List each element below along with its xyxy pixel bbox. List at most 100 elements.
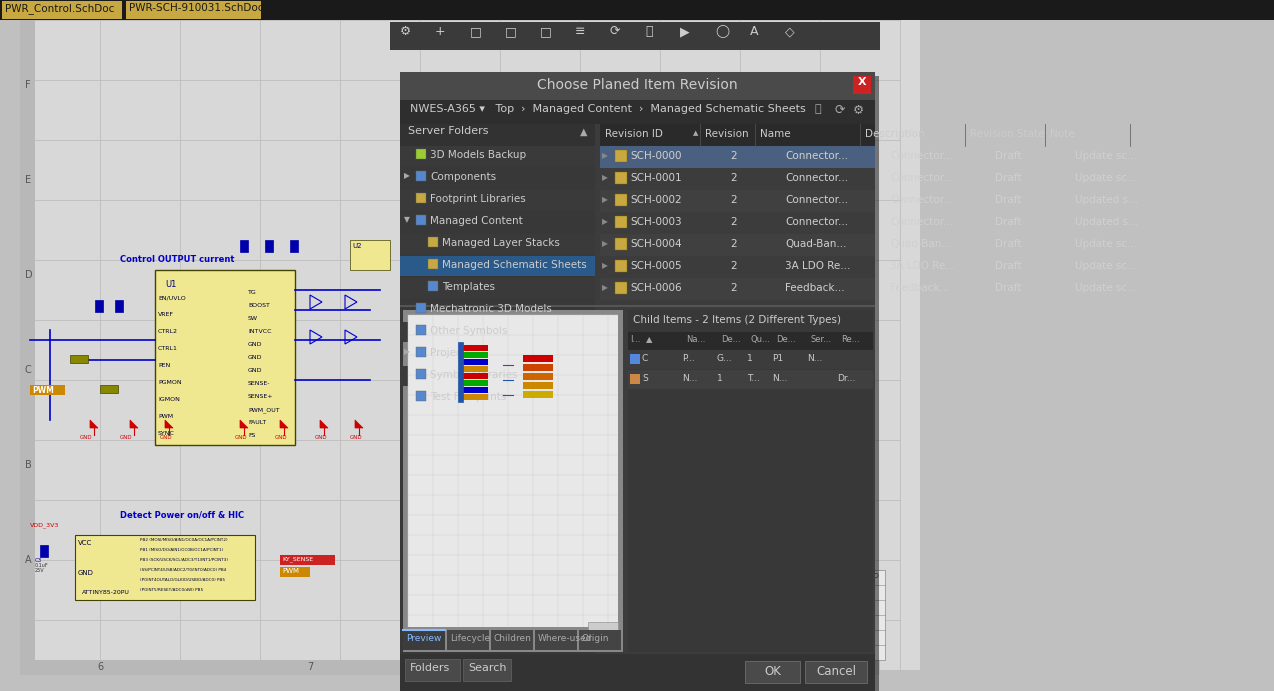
Text: Dr...: Dr... [837, 374, 855, 383]
Text: PB1 (MISO/DO/AIN1/OC0B/OC1A/PCINT1): PB1 (MISO/DO/AIN1/OC0B/OC1A/PCINT1) [140, 548, 223, 552]
Text: Draft: Draft [995, 173, 1022, 183]
Text: GND: GND [248, 368, 262, 373]
Text: 1: 1 [717, 374, 722, 383]
Bar [628, 370, 873, 389]
Text: ▼: ▼ [404, 215, 410, 224]
Text: Revision State: Revision State [970, 129, 1045, 139]
Bar [400, 654, 875, 691]
Bar [600, 146, 875, 168]
Text: De...: De... [776, 335, 796, 344]
Text: GND: GND [275, 435, 288, 440]
Text: I...: I... [631, 335, 641, 344]
Bar [400, 100, 875, 124]
Text: B: B [25, 460, 32, 470]
Bar [400, 322, 595, 342]
Bar [524, 391, 553, 398]
Text: SYNC: SYNC [158, 431, 175, 436]
Text: C: C [642, 354, 648, 363]
Text: VCC: VCC [78, 540, 92, 546]
Text: ▶: ▶ [603, 261, 608, 270]
Text: PGMON: PGMON [158, 380, 182, 385]
Text: PWM: PWM [282, 568, 299, 574]
Text: Draft: Draft [995, 261, 1022, 271]
Bar [403, 630, 445, 650]
Text: N...: N... [806, 354, 823, 363]
Bar [600, 212, 875, 234]
Polygon shape [320, 420, 327, 428]
Text: Revision ID: Revision ID [605, 129, 662, 139]
Text: PWM: PWM [158, 414, 173, 419]
Text: 9: 9 [727, 662, 733, 672]
Bar [600, 124, 875, 146]
Text: SCH-0005: SCH-0005 [631, 261, 682, 271]
Bar [417, 215, 426, 225]
Bar [126, 1, 261, 19]
Text: ATTINY85-20PU: ATTINY85-20PU [82, 590, 130, 595]
Text: Quad-Ban...: Quad-Ban... [891, 239, 952, 249]
Bar [628, 332, 873, 350]
Text: Server Folders: Server Folders [408, 126, 488, 136]
Bar [462, 394, 488, 400]
Text: A: A [25, 555, 32, 565]
Text: D: D [25, 270, 33, 280]
Bar [615, 238, 627, 250]
Text: DESCRIPTION: DESCRIPTION [631, 573, 676, 579]
Text: Draft: Draft [995, 151, 1022, 161]
Text: ◯: ◯ [715, 25, 729, 38]
Bar [400, 124, 595, 146]
Text: G...: G... [717, 354, 733, 363]
Text: Feedback...: Feedback... [891, 283, 949, 293]
Polygon shape [90, 420, 98, 428]
Bar [400, 72, 875, 691]
Text: 3D Models Backup: 3D Models Backup [431, 150, 526, 160]
Bar [390, 22, 880, 50]
Text: De...: De... [721, 335, 740, 344]
Text: INTVCC: INTVCC [248, 329, 271, 334]
Bar [628, 350, 873, 369]
Text: X: X [857, 77, 866, 87]
Text: Revision: Revision [705, 129, 749, 139]
Bar [400, 72, 875, 100]
Text: Update sc...: Update sc... [1075, 173, 1138, 183]
Polygon shape [240, 420, 248, 428]
Bar [280, 567, 310, 577]
Text: Search: Search [468, 663, 507, 673]
Text: FAULT: FAULT [248, 420, 266, 425]
Text: Draft: Draft [995, 283, 1022, 293]
Text: Draft: Draft [995, 217, 1022, 227]
Bar [615, 194, 627, 206]
Text: 1: 1 [747, 354, 753, 363]
Bar [524, 382, 553, 389]
Text: Other Symbols: Other Symbols [431, 326, 507, 336]
Bar [39, 545, 48, 557]
Text: E: E [620, 651, 628, 661]
Bar [400, 124, 595, 664]
Text: PWM_OUT: PWM_OUT [248, 407, 279, 413]
Bar [400, 305, 875, 307]
Bar [20, 660, 880, 675]
Bar [240, 240, 248, 252]
Text: PWR_Control.SchDoc: PWR_Control.SchDoc [5, 3, 115, 14]
Text: Connector...: Connector... [891, 173, 953, 183]
Text: Ser...: Ser... [812, 335, 832, 344]
Text: Projects: Projects [431, 348, 471, 358]
Text: ▶: ▶ [404, 347, 410, 356]
Text: GND: GND [80, 435, 93, 440]
Bar [417, 303, 426, 313]
Bar [615, 282, 627, 294]
Text: ▶: ▶ [603, 217, 608, 226]
Text: Re...: Re... [841, 335, 860, 344]
Text: Preview: Preview [406, 634, 441, 643]
Text: 2: 2 [730, 239, 736, 249]
Text: U2: U2 [352, 243, 362, 249]
Text: Connector...: Connector... [785, 217, 848, 227]
Text: NWES-A365 ▾   Top  ›  Managed Content  ›  Managed Schematic Sheets: NWES-A365 ▾ Top › Managed Content › Mana… [410, 104, 805, 114]
Bar [462, 352, 488, 358]
Text: P1: P1 [772, 354, 784, 363]
Bar [462, 373, 488, 379]
Text: ▶: ▶ [603, 151, 608, 160]
Text: Name: Name [761, 129, 791, 139]
Text: Detect Power on/off & HIC: Detect Power on/off & HIC [120, 510, 245, 519]
Text: GND: GND [248, 342, 262, 347]
Text: ▶: ▶ [680, 25, 689, 38]
